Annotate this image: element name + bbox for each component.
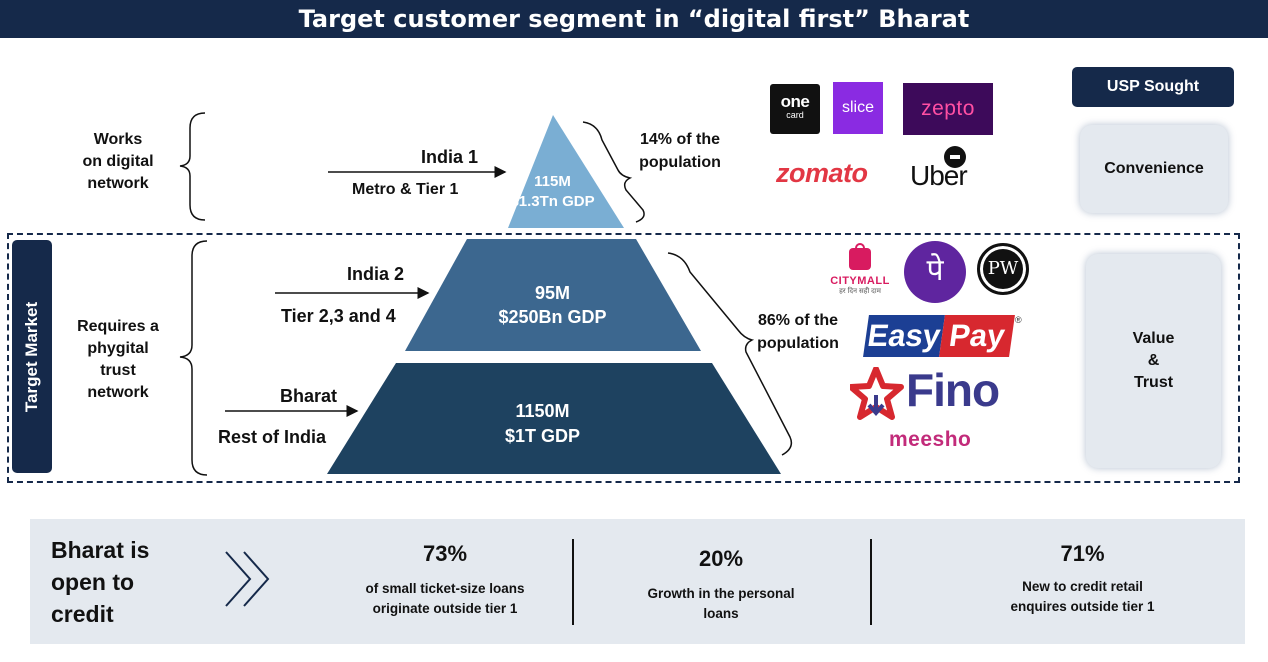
shopping-bag-icon: [849, 243, 871, 270]
target-market-tag: Target Market: [12, 240, 52, 473]
digital-network-label: Works on digital network: [82, 131, 154, 192]
pw-logo: PW: [977, 243, 1029, 295]
population-share-top: 14% of the population: [639, 131, 721, 171]
divider: [870, 539, 872, 625]
india1-name: India 1: [421, 147, 479, 167]
india2-stats: 95M $250Bn GDP: [498, 283, 607, 327]
usp-header: USP Sought: [1072, 67, 1234, 107]
onecard-logo: one card: [770, 84, 820, 134]
slice-logo: slice: [833, 82, 883, 134]
usp-value-trust: Value & Trust: [1086, 254, 1221, 468]
bharat-name: Bharat: [280, 386, 338, 406]
usp-convenience: Convenience: [1080, 125, 1228, 213]
citymall-logo: CITYMALL हर दिन सही दाम: [826, 243, 894, 306]
credit-panel: Bharat is open to credit 73% of small ti…: [30, 519, 1245, 644]
star-icon: [850, 367, 904, 420]
zepto-logo: zepto: [903, 83, 993, 135]
bharat-stats: 1150M $1T GDP: [504, 401, 581, 446]
uber-logo: Uber: [910, 146, 972, 192]
meesho-logo: meesho: [889, 428, 972, 451]
india1-sub: Metro & Tier 1: [352, 181, 459, 198]
india1-stats: 115M $1.3Tn GDP: [510, 173, 595, 210]
phonepe-logo: पे: [904, 241, 966, 303]
easypay-logo: Easy Pay ®: [863, 313, 1026, 361]
credit-headline: Bharat is open to credit: [51, 537, 150, 627]
left-bracket-top: [179, 112, 206, 221]
divider: [572, 539, 574, 625]
right-bracket-top: [582, 121, 645, 223]
double-chevron-icon: [225, 551, 270, 607]
fino-logo: Fino: [850, 364, 1020, 420]
population-share-bottom: 86% of the population: [757, 312, 839, 352]
uber-circle-icon: [944, 146, 966, 168]
phygital-network-label: Requires a phygital trust network: [77, 318, 159, 401]
left-bracket-bottom: [179, 240, 208, 476]
pyramid-tier-bharat: [327, 363, 781, 474]
india2-sub: Tier 2,3 and 4: [281, 306, 396, 326]
right-bracket-bottom: [667, 252, 793, 456]
stat-card: 71% New to credit retail enquires outsid…: [1010, 541, 1155, 614]
page-title: Target customer segment in “digital firs…: [0, 0, 1268, 38]
zomato-logo: zomato: [776, 158, 868, 188]
bharat-sub: Rest of India: [218, 427, 327, 447]
stat-card: 73% of small ticket-size loans originate…: [365, 541, 525, 616]
pyramid-tier-india2: [405, 239, 701, 351]
pyramid-tier-india1: [508, 115, 624, 228]
india2-name: India 2: [347, 264, 405, 284]
target-market-region: [7, 233, 1240, 483]
stat-card: 20% Growth in the personal loans: [647, 546, 795, 621]
